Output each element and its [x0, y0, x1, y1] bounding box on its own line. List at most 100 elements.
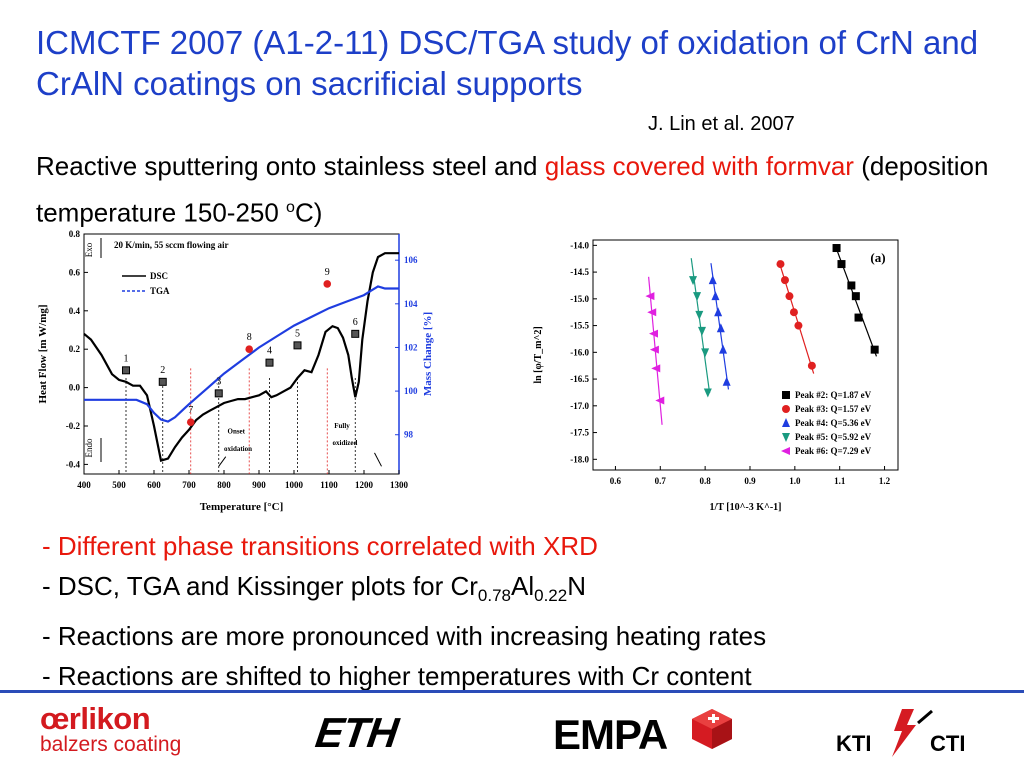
intro-highlight: glass covered with formvar — [544, 151, 854, 181]
kis-legend-marker-5 — [781, 447, 790, 455]
dsc-y2-label: Mass Change [%] — [422, 312, 434, 396]
kis-plot-frame — [592, 239, 899, 471]
kis-point-2 — [794, 321, 803, 330]
dsc-x-tick-label: 1100 — [320, 480, 338, 490]
kis-point-4 — [697, 326, 706, 336]
dsc-marker-square — [293, 341, 302, 350]
dsc-y-label: Heat Flow [m W/mg] — [37, 304, 49, 403]
kis-point-3 — [708, 275, 717, 285]
dsc-tga-svg: 400 500 600 700 800 900 1000 1100 1200 13000.80.6… — [37, 229, 434, 513]
dsc-marker-label: 5 — [295, 328, 300, 339]
dsc-marker-label: 3 — [216, 376, 221, 387]
kis-point-2 — [789, 308, 798, 317]
dsc-marker-circle — [323, 280, 332, 288]
bullet-2-al: Al — [511, 571, 535, 601]
logo-bar: œrlikon balzers coating ETH EMPA KTI CTI — [0, 693, 1024, 768]
kis-legend-entry-1: Peak #2: Q=1.87 eV — [795, 390, 872, 400]
dsc-x-tick-label: 1300 — [390, 480, 409, 490]
kti-text: KTI — [836, 731, 871, 756]
bullet-1: - Different phase transitions correlated… — [42, 531, 598, 561]
dsc-y-tick-label: 0.0 — [69, 383, 81, 393]
intro-text: Reactive sputtering onto stainless steel… — [36, 145, 1006, 234]
bullet-2-sub-cr: 0.78 — [477, 586, 511, 606]
intro-part-2: (deposition temperature 150-250 — [36, 151, 989, 228]
dsc-annotation: oxidized — [333, 439, 358, 447]
dsc-tga-chart: 400 500 600 700 800 900 1000 1100 1200 1300 0.8 0.6… — [34, 226, 439, 521]
footer-divider — [0, 690, 1024, 693]
dsc-legend-tga: TGA — [150, 286, 170, 296]
bullet-2-sub-al: 0.22 — [534, 586, 568, 606]
kis-point-4 — [689, 276, 698, 286]
kis-x-tick-label: 0.9 — [744, 476, 756, 486]
kis-point-2 — [780, 276, 789, 285]
citation: J. Lin et al. 2007 — [648, 113, 795, 135]
dsc-series-dsc — [83, 252, 399, 462]
bullet-3: - Reactions are more pronounced with inc… — [42, 621, 767, 652]
kis-legend-entry-2: Peak #3: Q=1.57 eV — [795, 404, 872, 414]
kis-x-label: 1/T [10^-3 K^-1] — [710, 502, 782, 513]
kis-y-tick-label: -16.5 — [570, 374, 589, 384]
dsc-annotation: oxidation — [224, 445, 252, 453]
kis-y-tick-label: -18.0 — [570, 454, 589, 464]
dsc-series-tga — [84, 285, 399, 423]
empa-logo: EMPA — [553, 711, 668, 758]
dsc-marker-square — [158, 377, 167, 386]
kis-point-3 — [714, 307, 723, 317]
kis-point-4 — [701, 348, 710, 358]
intro-degree-sup: o — [286, 199, 295, 216]
dsc-marker-circle — [186, 418, 195, 426]
cti-text: CTI — [930, 731, 965, 756]
kis-x-tick-label: 1.0 — [789, 476, 801, 486]
dsc-y2-tick-label: 102 — [404, 342, 418, 352]
kis-point-5 — [651, 364, 661, 373]
dsc-x-tick-label: 500 — [112, 480, 126, 490]
kis-y-tick-label: -15.5 — [570, 321, 589, 331]
oerlikon-tagline: balzers coating — [40, 733, 182, 756]
kis-y-tick-label: -16.0 — [570, 347, 589, 357]
dsc-annotation: Onset — [228, 428, 246, 436]
kis-legend-marker-2 — [782, 405, 790, 413]
kis-point-4 — [693, 292, 702, 302]
kis-x-tick-label: 0.6 — [610, 476, 622, 486]
dsc-endo-label: Endo — [84, 438, 94, 457]
dsc-marker-circle — [245, 345, 253, 353]
kis-legend-marker-1 — [782, 391, 790, 399]
kis-y-tick-label: -15.0 — [570, 294, 589, 304]
dsc-y2-tick-label: 100 — [404, 386, 418, 396]
dsc-marker-label: 6 — [353, 317, 358, 328]
kis-point-5 — [647, 308, 657, 317]
kis-point-1 — [870, 345, 879, 354]
kis-point-5 — [655, 396, 665, 405]
intro-part-1: Reactive sputtering onto stainless steel… — [36, 151, 545, 181]
dsc-marker-label: 4 — [267, 346, 272, 357]
dsc-marker-label: 9 — [325, 267, 330, 278]
dsc-y2-tick-label: 104 — [404, 299, 418, 309]
bullet-2-post: N — [567, 571, 586, 601]
kis-point-2 — [776, 260, 785, 269]
kis-legend-marker-3 — [782, 418, 790, 427]
kissinger-chart: 0.6 0.7 0.8 0.9 1.0 1.1 1.2 -14.0 -14.5 -15.0 -15.… — [523, 228, 911, 527]
bullet-2: - DSC, TGA and Kissinger plots for Cr0.7… — [42, 566, 766, 616]
dsc-x-tick-label: 900 — [252, 480, 266, 490]
dsc-y2-tick-label: 106 — [404, 255, 418, 265]
kis-point-5 — [645, 292, 655, 301]
kis-point-2 — [785, 292, 794, 301]
kis-panel-label: (a) — [870, 250, 885, 265]
dsc-marker-square — [214, 389, 223, 398]
empa-cube-icon — [692, 709, 732, 749]
dsc-marker-square — [351, 329, 360, 338]
dsc-marker-square — [122, 366, 130, 375]
kis-y-tick-label: -14.0 — [570, 240, 589, 250]
kis-legend-marker-4 — [782, 433, 790, 442]
dsc-onset-arrow — [218, 456, 227, 467]
dsc-legend-dsc: DSC — [150, 271, 168, 281]
kti-cti-logo: KTI CTI — [836, 709, 965, 757]
dsc-y-tick-label: 0.4 — [69, 306, 81, 316]
dsc-subtitle: 20 K/min, 55 sccm flowing air — [114, 240, 229, 250]
kis-point-1 — [837, 260, 846, 269]
kis-legend-entry-5: Peak #6: Q=7.29 eV — [795, 446, 872, 456]
dsc-x-tick-label: 400 — [77, 480, 91, 490]
dsc-exo-label: Exo — [84, 242, 94, 257]
eth-logo: ETH — [312, 709, 401, 756]
lightning-icon — [892, 709, 916, 757]
